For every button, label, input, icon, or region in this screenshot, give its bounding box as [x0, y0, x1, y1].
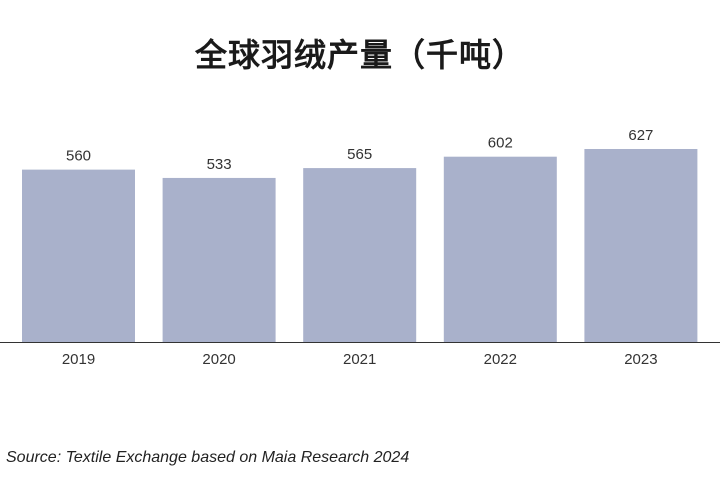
bar-2020 [162, 177, 276, 342]
bar-2019 [22, 169, 135, 342]
source-note: Source: Textile Exchange based on Maia R… [6, 449, 410, 466]
x-tick-label-2019: 2019 [62, 351, 95, 368]
bar-2021 [303, 168, 417, 342]
x-tick-label-2021: 2021 [343, 351, 376, 368]
bars-group [22, 149, 698, 342]
chart-title: 全球羽绒产量（千吨） [194, 36, 525, 74]
bar-2022 [443, 156, 557, 342]
value-label-2020: 533 [207, 156, 232, 173]
value-label-2019: 560 [66, 148, 91, 165]
value-label-2021: 565 [347, 146, 372, 163]
x-tick-label-2022: 2022 [484, 351, 517, 368]
x-tick-label-2020: 2020 [202, 351, 235, 368]
value-labels-group: 560 533 565 602 627 [66, 127, 653, 173]
bar-2023 [584, 149, 698, 342]
value-label-2022: 602 [488, 135, 513, 152]
x-tick-label-2023: 2023 [624, 351, 657, 368]
value-label-2023: 627 [628, 127, 653, 144]
x-tick-labels-group: 2019 2020 2021 2022 2023 [62, 351, 658, 368]
